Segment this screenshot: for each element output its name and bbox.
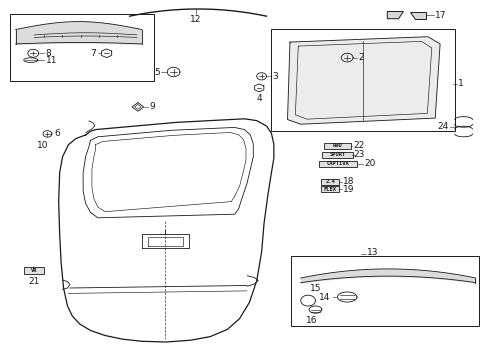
Text: SPORT: SPORT (328, 152, 345, 157)
Polygon shape (409, 12, 426, 19)
Text: 7: 7 (90, 49, 96, 58)
Text: 2: 2 (358, 53, 364, 62)
Text: 3: 3 (272, 72, 278, 81)
Text: 24: 24 (437, 122, 448, 131)
Text: 6: 6 (55, 130, 61, 139)
Text: 4: 4 (256, 94, 262, 103)
Text: 10: 10 (37, 141, 49, 150)
Text: 1: 1 (457, 79, 463, 88)
Text: 9: 9 (149, 103, 155, 112)
Text: 2.4: 2.4 (325, 179, 334, 184)
Text: 11: 11 (45, 56, 57, 65)
Bar (271, 29, 454, 131)
Bar (290, 256, 478, 326)
Bar (320, 179, 339, 185)
Text: VR: VR (31, 268, 38, 273)
Bar (321, 152, 352, 158)
Bar (24, 267, 44, 274)
Text: CAPTIVA: CAPTIVA (326, 161, 349, 166)
Text: 12: 12 (189, 15, 201, 24)
Polygon shape (287, 37, 439, 124)
Text: 13: 13 (366, 248, 378, 257)
Text: 19: 19 (343, 185, 354, 194)
Text: 16: 16 (305, 316, 317, 325)
Text: 18: 18 (343, 177, 354, 186)
Bar (319, 161, 357, 167)
Bar (320, 186, 339, 192)
Text: 23: 23 (352, 150, 364, 159)
Text: 15: 15 (309, 284, 321, 293)
Text: 14: 14 (319, 292, 330, 302)
Bar (10, 14, 154, 81)
Text: 21: 21 (28, 277, 40, 286)
Text: 5: 5 (154, 68, 160, 77)
Text: RWD: RWD (332, 143, 342, 148)
Polygon shape (386, 12, 403, 19)
Bar (323, 143, 350, 149)
Text: 8: 8 (45, 49, 51, 58)
Text: 22: 22 (352, 141, 364, 150)
Text: 20: 20 (364, 159, 375, 168)
Text: FLEX: FLEX (323, 186, 336, 192)
Text: 17: 17 (434, 11, 446, 20)
